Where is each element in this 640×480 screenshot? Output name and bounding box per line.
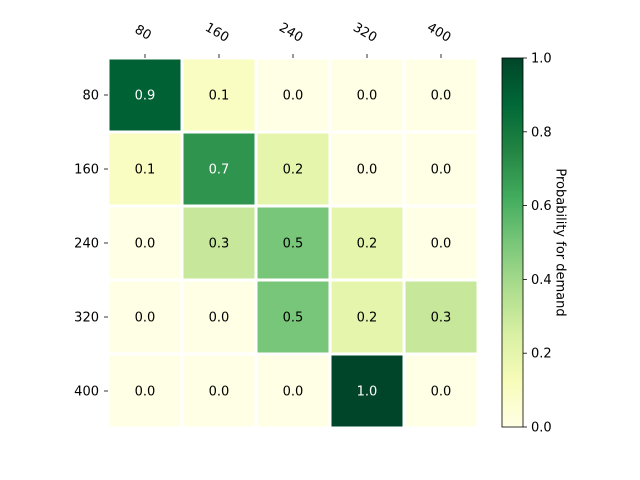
y-tick-label-2: 240 [74, 237, 99, 252]
cell-value-label-r3-c1: 0.0 [209, 311, 230, 326]
cell-value-label-r1-c1: 0.7 [209, 163, 230, 178]
colorbar-tick-label-3: 0.6 [531, 199, 552, 214]
cell-value-label-r2-c0: 0.0 [135, 237, 156, 252]
heatmap-cell-r4-c4 [402, 352, 480, 430]
cell-value-label-r3-c4: 0.3 [431, 311, 452, 326]
y-tick-label-0: 80 [82, 89, 99, 104]
colorbar: 0.0 0.2 0.4 0.6 0.8 1.0 Probability for deman… [501, 52, 568, 436]
x-tick-label-0: 80 [132, 22, 154, 43]
cell-value-label-r0-c3: 0.0 [357, 89, 378, 104]
cell-value-label-r3-c0: 0.0 [135, 311, 156, 326]
heatmap-cell-r2-c3 [328, 204, 406, 282]
colorbar-tick-label-2: 0.4 [531, 273, 552, 288]
cell-value-label-r0-c2: 0.0 [283, 89, 304, 104]
colorbar-tick-label-5: 1.0 [531, 52, 552, 67]
y-tick-label-3: 320 [74, 311, 99, 326]
cell-value-label-r1-c0: 0.1 [135, 163, 156, 178]
colorbar-tick-label-0: 0.0 [531, 421, 552, 436]
heatmap-cell-r3-c3 [328, 278, 406, 356]
heatmap-cell-r1-c2 [254, 130, 332, 208]
x-tick-label-1: 160 [202, 20, 231, 45]
cell-value-label-r1-c2: 0.2 [283, 163, 304, 178]
cell-value-label-r0-c1: 0.1 [209, 89, 230, 104]
x-tick-label-3: 320 [350, 20, 379, 45]
heatmap-cell-r3-c1 [180, 278, 258, 356]
cell-value-label-r0-c0: 0.9 [135, 89, 156, 104]
cell-value-label-r4-c0: 0.0 [135, 385, 156, 400]
x-tick-label-4: 400 [424, 20, 453, 45]
y-tick-label-4: 400 [74, 385, 99, 400]
heatmap-cell-r1-c4 [402, 130, 480, 208]
cell-value-label-r0-c4: 0.0 [431, 89, 452, 104]
x-axis-ticks: 80 160 240 320 400 [132, 20, 453, 58]
colorbar-ticks: 0.0 0.2 0.4 0.6 0.8 1.0 [523, 52, 552, 436]
cell-value-label-r3-c2: 0.5 [283, 311, 304, 326]
cell-value-label-r4-c3: 1.0 [357, 385, 378, 400]
cell-value-label-r1-c3: 0.0 [357, 163, 378, 178]
cell-value-label-r2-c1: 0.3 [209, 237, 230, 252]
heatmap-cell-r2-c1 [180, 204, 258, 282]
heatmap-cells: 0.9 0.1 0.0 0.0 0.0 0.1 0.7 0.2 0.0 0.0 0.0 0.3 0.5 0… [106, 56, 480, 430]
cell-value-label-r1-c4: 0.0 [431, 163, 452, 178]
heatmap-cell-r4-c2 [254, 352, 332, 430]
colorbar-tick-label-1: 0.2 [531, 347, 552, 362]
cell-value-label-r3-c3: 0.2 [357, 311, 378, 326]
colorbar-gradient [501, 57, 524, 428]
cell-value-label-r2-c3: 0.2 [357, 237, 378, 252]
x-tick-label-2: 240 [276, 20, 305, 45]
y-axis-ticks: 80 160 240 320 400 [74, 89, 108, 400]
cell-value-label-r2-c4: 0.0 [431, 237, 452, 252]
colorbar-tick-label-4: 0.8 [531, 125, 552, 140]
cell-value-label-r4-c1: 0.0 [209, 385, 230, 400]
cell-value-label-r4-c2: 0.0 [283, 385, 304, 400]
heatmap-cell-r3-c4 [402, 278, 480, 356]
colorbar-label: Probability for demand [553, 168, 568, 316]
cell-value-label-r4-c4: 0.0 [431, 385, 452, 400]
heatmap-cell-r4-c1 [180, 352, 258, 430]
y-tick-label-1: 160 [74, 163, 99, 178]
cell-value-label-r2-c2: 0.5 [283, 237, 304, 252]
